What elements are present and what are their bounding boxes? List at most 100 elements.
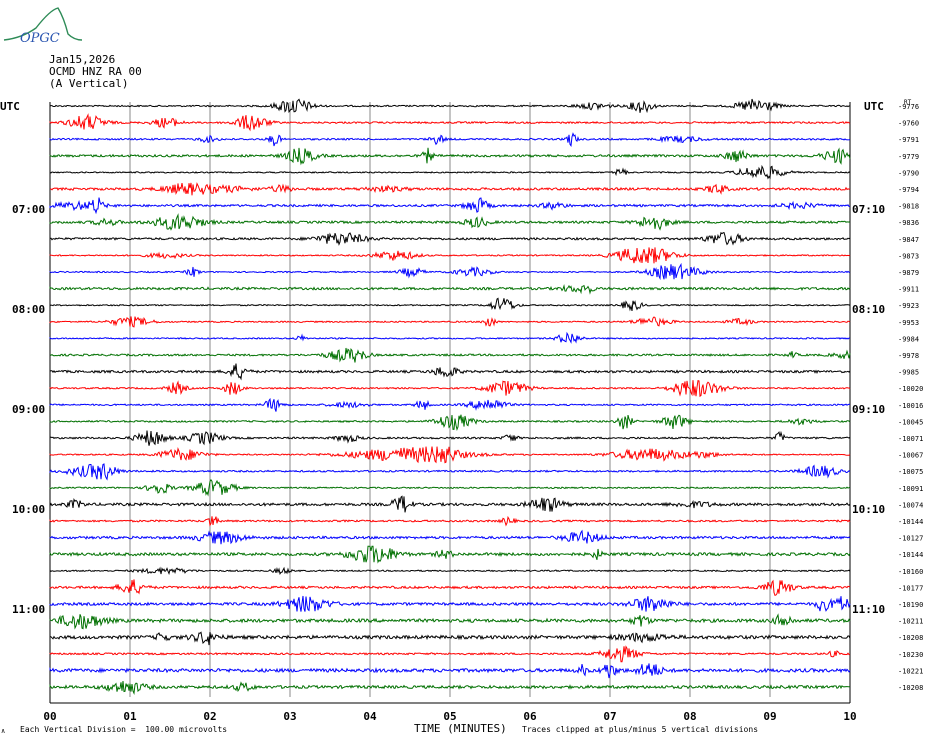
left-hour-label-0: 07:00 [12,203,46,216]
right-utc-label: UTC [864,100,884,113]
offset-label-21: -10067 [898,452,923,460]
trace-12 [49,297,851,312]
offset-label-32: -10208 [898,634,923,642]
x-tick-label-10: 10 [843,710,856,723]
left-utc-label: UTC [0,100,20,113]
plot-header: Jan15,2026 OCMD HNZ RA 00 (A Vertical) [49,54,142,90]
offset-label-31: -10211 [898,618,923,626]
trace-4 [49,164,851,180]
trace-27 [49,545,851,564]
trace-16 [49,363,851,381]
trace-7 [49,213,851,231]
left-hour-label-2: 09:00 [12,403,46,416]
trace-23 [49,479,851,497]
x-tick-labels: 00 01 02 03 04 05 06 07 08 09 10 [43,710,856,723]
x-tick-label-06: 06 [523,710,537,723]
offset-label-11: -9911 [898,286,919,294]
offset-label-30: -10190 [898,601,923,609]
offset-label-1: -9760 [898,120,919,128]
trace-11 [49,284,851,295]
offset-label-2: -9791 [898,136,919,144]
right-hour-label-2: 09:10 [852,403,886,416]
offset-label-16: -9985 [898,369,919,377]
trace-group [49,98,851,695]
offset-label-12: -9923 [898,302,919,310]
trace-17 [49,379,851,398]
offset-label-34: -10221 [898,667,923,675]
first-trace-right-label: RT [904,99,912,106]
offset-label-5: -9794 [898,186,919,194]
trace-6 [49,197,851,215]
trace-1 [49,113,851,132]
offset-label-10: -9879 [898,269,919,277]
trace-8 [49,231,851,246]
trace-26 [49,529,851,545]
offset-label-18: -10016 [898,402,923,410]
x-tick-label-04: 04 [363,710,377,723]
trace-28 [49,566,851,576]
opgc-logo: OPGC [3,7,82,46]
trace-25 [49,515,851,527]
offset-label-14: -9984 [898,335,919,343]
trace-32 [49,631,851,646]
offset-label-28: -10160 [898,568,923,576]
offset-label-24: -10074 [898,501,923,509]
trace-31 [49,613,851,630]
x-tick-label-07: 07 [603,710,616,723]
trace-5 [50,182,851,196]
scale-note: Each Vertical Division = 100.00 microvol… [20,725,228,734]
x-tick-label-00: 00 [43,710,56,723]
offset-label-27: -10144 [898,551,923,559]
offset-label-6: -9818 [898,203,919,211]
offset-label-23: -10091 [898,485,923,493]
offset-label-33: -10230 [898,651,923,659]
offset-label-29: -10177 [898,584,923,592]
trace-34 [49,663,851,679]
offset-label-26: -10127 [898,535,923,543]
right-hour-label-4: 11:10 [852,603,886,616]
station-label: OCMD HNZ RA 00 [49,65,142,78]
trace-24 [49,495,851,513]
right-hour-label-3: 10:10 [852,503,886,516]
corner-mark: ∧ [1,727,6,735]
component-label: (A Vertical) [49,77,129,90]
offset-label-35: -10208 [898,684,923,692]
trace-10 [49,262,851,281]
trace-19 [49,414,851,432]
trace-3 [49,147,851,166]
clip-note: Traces clipped at plus/minus 5 vertical … [522,725,759,734]
offset-label-9: -9873 [898,252,919,260]
trace-35 [49,681,851,695]
offset-label-17: -10020 [898,385,923,393]
offset-label-19: -10045 [898,418,923,426]
offset-label-3: -9779 [898,153,919,161]
offset-label-4: -9790 [898,169,919,177]
vertical-gridlines [49,102,851,704]
right-hour-label-1: 08:10 [852,303,886,316]
offset-label-25: -10144 [898,518,923,526]
offset-label-8: -9847 [898,236,919,244]
trace-30 [49,595,851,612]
x-tick-label-08: 08 [683,710,696,723]
trace-9 [49,247,851,264]
x-axis-label: TIME (MINUTES) [414,722,507,735]
trace-0 [49,98,851,114]
offset-label-0: -9776 [898,103,919,111]
offset-label-7: -9836 [898,219,919,227]
offset-label-20: -10071 [898,435,923,443]
right-hour-label-0: 07:10 [852,203,886,216]
trace-33 [49,645,851,663]
trace-15 [49,347,851,363]
date-label: Jan15,2026 [49,53,116,66]
x-tick-label-05: 05 [443,710,456,723]
trace-13 [49,316,851,328]
offset-label-15: -9978 [898,352,919,360]
left-hour-label-4: 11:00 [12,603,46,616]
left-hour-label-3: 10:00 [12,503,46,516]
offset-labels: -9776 -9760 -9791 -9779 -9790 -9794 -9818 -9836… [898,99,923,692]
offset-label-13: -9953 [898,319,919,327]
trace-20 [49,430,851,446]
x-tick-label-09: 09 [763,710,776,723]
trace-18 [49,397,850,412]
